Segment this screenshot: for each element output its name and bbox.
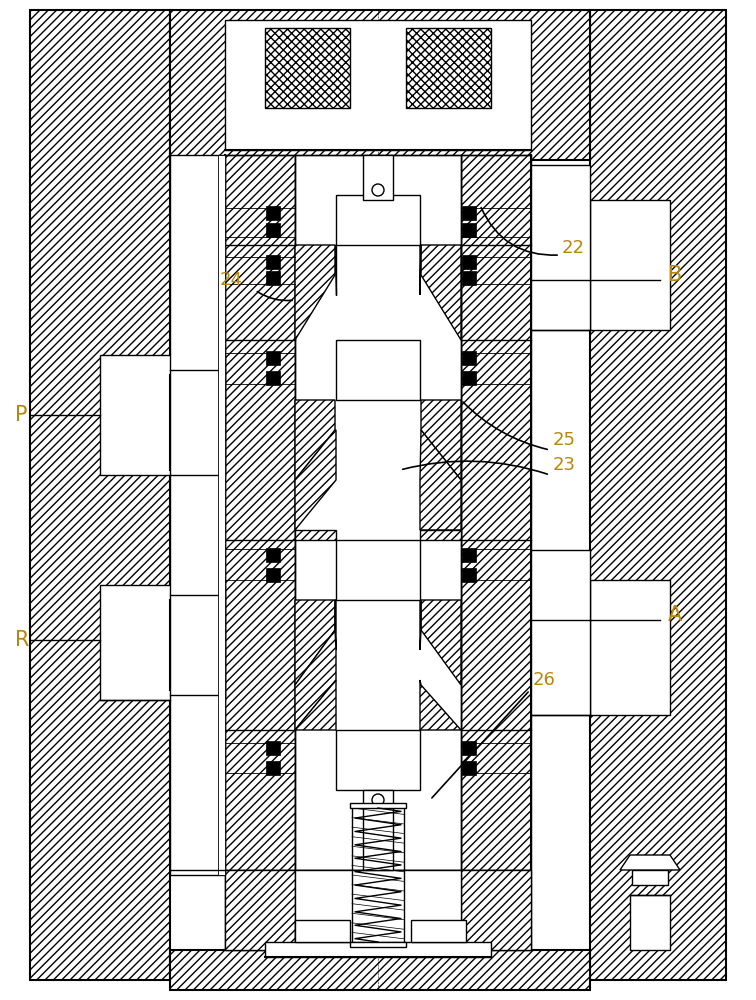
Polygon shape — [335, 245, 336, 295]
Polygon shape — [266, 371, 280, 385]
Polygon shape — [266, 271, 280, 285]
Text: P: P — [15, 405, 27, 425]
Polygon shape — [421, 400, 461, 480]
Polygon shape — [30, 10, 170, 980]
Polygon shape — [266, 548, 280, 562]
Polygon shape — [295, 430, 336, 530]
Polygon shape — [100, 585, 225, 700]
Polygon shape — [170, 155, 225, 875]
Polygon shape — [420, 530, 461, 540]
Polygon shape — [295, 680, 336, 730]
Text: A: A — [668, 605, 682, 625]
Polygon shape — [266, 741, 280, 755]
Polygon shape — [266, 761, 280, 775]
Polygon shape — [295, 530, 336, 540]
Polygon shape — [225, 155, 295, 870]
Polygon shape — [462, 255, 476, 269]
Polygon shape — [170, 375, 225, 470]
Text: 26: 26 — [533, 671, 556, 689]
Polygon shape — [531, 165, 590, 330]
Polygon shape — [411, 920, 466, 942]
Polygon shape — [462, 548, 476, 562]
Polygon shape — [170, 600, 225, 690]
Text: B: B — [668, 265, 682, 285]
Text: 24: 24 — [220, 271, 243, 289]
Polygon shape — [265, 942, 491, 957]
Polygon shape — [170, 950, 590, 990]
Polygon shape — [225, 20, 531, 150]
Polygon shape — [336, 195, 420, 245]
Polygon shape — [170, 10, 590, 160]
Polygon shape — [420, 680, 461, 730]
Polygon shape — [350, 942, 406, 947]
Text: 22: 22 — [562, 239, 585, 257]
Polygon shape — [266, 223, 280, 237]
Polygon shape — [406, 28, 491, 108]
Polygon shape — [531, 550, 590, 715]
Polygon shape — [461, 870, 531, 950]
Text: R: R — [15, 630, 29, 650]
Polygon shape — [265, 28, 350, 108]
Polygon shape — [295, 245, 335, 340]
Text: 23: 23 — [553, 456, 576, 474]
Polygon shape — [462, 761, 476, 775]
Polygon shape — [335, 600, 336, 650]
Polygon shape — [462, 568, 476, 582]
Polygon shape — [295, 600, 335, 685]
Polygon shape — [295, 630, 336, 730]
Polygon shape — [266, 206, 280, 220]
Polygon shape — [420, 600, 421, 650]
Polygon shape — [336, 540, 420, 600]
Polygon shape — [421, 600, 461, 685]
Polygon shape — [462, 351, 476, 365]
Polygon shape — [462, 741, 476, 755]
Polygon shape — [632, 870, 668, 885]
Polygon shape — [590, 580, 670, 715]
Polygon shape — [462, 271, 476, 285]
Polygon shape — [363, 790, 393, 870]
Text: 25: 25 — [553, 431, 576, 449]
Polygon shape — [266, 255, 280, 269]
Polygon shape — [295, 155, 461, 870]
Polygon shape — [420, 245, 421, 295]
Polygon shape — [363, 155, 393, 200]
Polygon shape — [462, 371, 476, 385]
Polygon shape — [350, 803, 406, 808]
Polygon shape — [266, 568, 280, 582]
Polygon shape — [590, 10, 726, 980]
Polygon shape — [462, 206, 476, 220]
Polygon shape — [295, 870, 461, 950]
Polygon shape — [421, 245, 461, 340]
Polygon shape — [218, 155, 225, 875]
Polygon shape — [266, 351, 280, 365]
Polygon shape — [461, 155, 531, 870]
Polygon shape — [225, 870, 531, 950]
Polygon shape — [295, 400, 335, 480]
Polygon shape — [420, 430, 461, 530]
Polygon shape — [462, 223, 476, 237]
Polygon shape — [590, 200, 670, 330]
Polygon shape — [620, 855, 680, 870]
Polygon shape — [336, 340, 420, 400]
Polygon shape — [100, 355, 225, 475]
Polygon shape — [630, 895, 670, 950]
Polygon shape — [336, 730, 420, 790]
Polygon shape — [225, 870, 295, 950]
Polygon shape — [295, 920, 350, 942]
